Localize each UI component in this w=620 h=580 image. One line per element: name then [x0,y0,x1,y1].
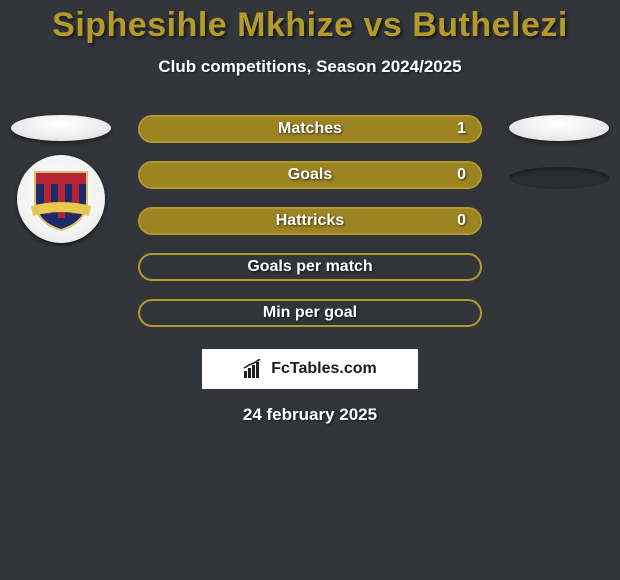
stat-bar-label: Goals [288,166,332,184]
date-text: 24 february 2025 [0,405,620,425]
stat-bar: Hattricks 0 [138,207,482,235]
comparison-content: Matches 1 Goals 0 Hattricks 0 Goals per match M… [0,115,620,425]
left-team-platform [11,115,111,141]
stat-bar-label: Min per goal [263,304,357,322]
chart-icon [243,359,265,379]
stat-bar-label: Matches [278,120,342,138]
stat-bar-value: 1 [457,120,466,138]
left-team-crest [17,155,105,243]
stat-bar-label: Goals per match [247,258,372,276]
stat-bar-value: 0 [457,166,466,184]
shield-icon [29,166,93,232]
brand-box: FcTables.com [202,349,418,389]
stat-bar: Goals per match [138,253,482,281]
stat-bar-value: 0 [457,212,466,230]
brand-text: FcTables.com [271,360,377,378]
stat-bar-label: Hattricks [276,212,344,230]
right-team-crest-placeholder [509,167,609,189]
stat-bar: Goals 0 [138,161,482,189]
page-title: Siphesihle Mkhize vs Buthelezi [0,0,620,45]
stat-bar: Matches 1 [138,115,482,143]
right-team-platform [509,115,609,141]
left-team-column [6,115,116,243]
subtitle: Club competitions, Season 2024/2025 [0,57,620,77]
stat-bar: Min per goal [138,299,482,327]
right-team-column [504,115,614,189]
stat-bars: Matches 1 Goals 0 Hattricks 0 Goals per match M… [138,115,482,327]
